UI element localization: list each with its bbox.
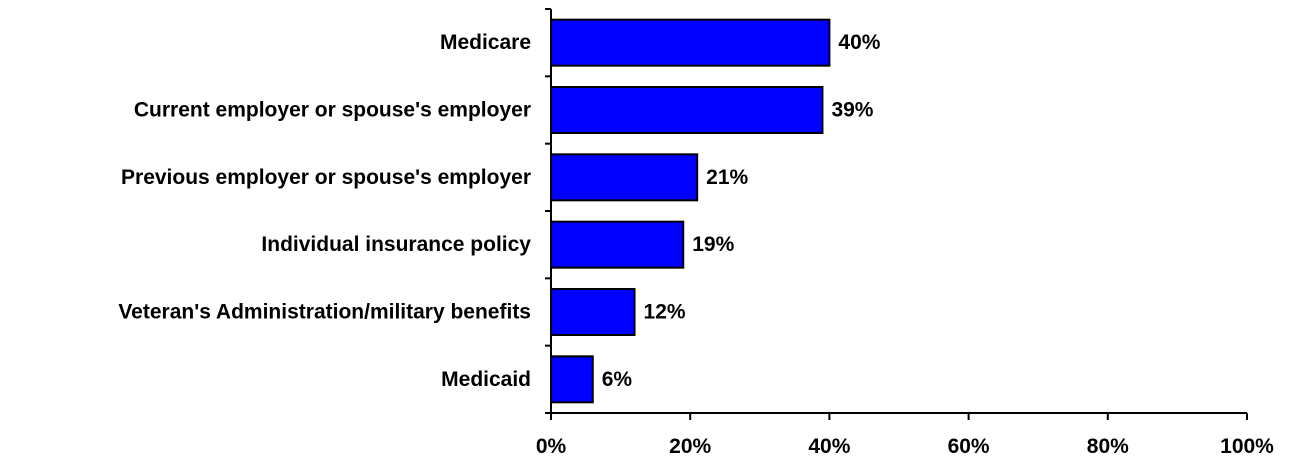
category-label: Medicare <box>440 31 531 54</box>
category-label: Medicaid <box>441 368 531 391</box>
axes-group <box>550 9 1247 414</box>
bar <box>550 355 594 404</box>
bar <box>550 153 699 202</box>
x-tick-label: 100% <box>1220 435 1274 458</box>
x-tick-label: 0% <box>536 435 567 458</box>
x-tick-labels-group: 0% 20% 40% 60% 80% 100% <box>536 435 1274 458</box>
bar-value-label: 12% <box>644 301 686 324</box>
bar-value-label: 6% <box>602 368 633 391</box>
category-label: Current employer or spouse's employer <box>134 99 531 122</box>
bar <box>550 288 636 336</box>
x-tick-label: 80% <box>1087 435 1129 458</box>
bar-value-label: 21% <box>706 166 748 189</box>
bar <box>550 18 831 67</box>
x-tick-label: 20% <box>669 435 711 458</box>
category-label: Veteran's Administration/military benefi… <box>118 301 531 324</box>
category-label: Individual insurance policy <box>261 233 531 256</box>
bar <box>550 86 824 134</box>
x-tick-label: 60% <box>948 435 990 458</box>
bar <box>550 220 685 269</box>
bar-value-label: 40% <box>838 31 880 54</box>
bars-group <box>550 18 831 404</box>
category-label: Previous employer or spouse's employer <box>121 166 531 189</box>
value-labels-group: 40% 39% 21% 19% 12% 6% <box>602 31 881 391</box>
bar-value-label: 39% <box>831 99 873 122</box>
bar-value-label: 19% <box>692 233 734 256</box>
category-labels-group: Medicare Current employer or spouse's emp… <box>118 31 531 391</box>
x-tick-label: 40% <box>808 435 850 458</box>
x-ticks-group <box>550 413 1248 420</box>
